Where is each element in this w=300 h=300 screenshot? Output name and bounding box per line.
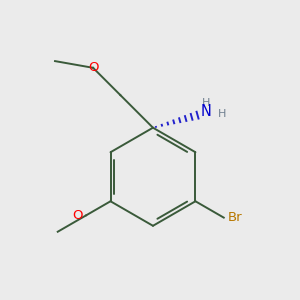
Text: H: H — [202, 98, 210, 108]
Text: O: O — [88, 61, 98, 74]
Text: N: N — [200, 104, 211, 119]
Text: H: H — [218, 109, 226, 119]
Text: Br: Br — [227, 211, 242, 224]
Text: O: O — [72, 209, 83, 222]
